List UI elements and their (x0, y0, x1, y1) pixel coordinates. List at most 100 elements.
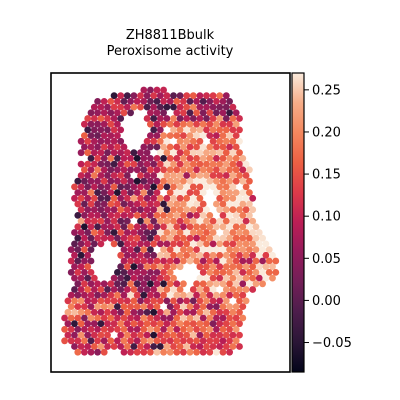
spot (189, 286, 197, 293)
spot (137, 217, 144, 225)
spot (216, 331, 224, 339)
spot (104, 286, 111, 293)
spot (123, 92, 131, 100)
spot (140, 348, 148, 356)
spot (203, 217, 210, 225)
spot (173, 348, 181, 356)
spot (232, 200, 240, 208)
spot (143, 263, 151, 271)
spot (163, 217, 171, 225)
spot (84, 206, 92, 214)
spot (206, 166, 214, 174)
spot (183, 183, 191, 191)
spot (147, 143, 154, 151)
spot (226, 132, 234, 140)
spot (199, 212, 207, 219)
spot (67, 314, 75, 322)
spot (229, 103, 237, 111)
spot (229, 183, 237, 191)
spot (170, 274, 177, 282)
spot (196, 172, 204, 179)
spot (104, 126, 111, 134)
spot (104, 160, 111, 168)
spot (61, 314, 68, 322)
spot (176, 160, 184, 168)
spot (213, 132, 220, 140)
spot (81, 189, 88, 197)
spot (143, 274, 151, 282)
spot (183, 251, 191, 259)
spot (130, 263, 138, 271)
spot (87, 177, 95, 185)
spot (173, 246, 181, 254)
spot (199, 98, 207, 105)
spot (170, 251, 177, 259)
spot (189, 194, 197, 202)
spot (242, 160, 250, 168)
spot (219, 120, 227, 128)
spot (236, 126, 243, 134)
spot (176, 183, 184, 191)
spot (87, 155, 95, 162)
spot (90, 160, 98, 168)
spot (209, 286, 217, 293)
spot (232, 257, 240, 265)
spot (153, 337, 161, 345)
spot (87, 326, 95, 333)
spot (173, 326, 181, 333)
spot (104, 297, 111, 305)
spot (153, 177, 161, 185)
spot (222, 217, 230, 225)
spot (130, 160, 138, 168)
spot (173, 314, 181, 322)
spot (219, 280, 227, 288)
spot (87, 234, 95, 242)
spot (160, 132, 168, 140)
spot (120, 223, 128, 231)
spot (180, 132, 187, 140)
spot (147, 348, 154, 356)
spot (196, 297, 204, 305)
spot (140, 200, 148, 208)
spot (127, 246, 134, 254)
spot (127, 177, 134, 185)
spot (222, 320, 230, 328)
spot (239, 189, 247, 197)
spot (229, 274, 237, 282)
spot (153, 303, 161, 310)
spot (160, 280, 168, 288)
spot (90, 115, 98, 122)
spot (180, 120, 187, 128)
spot (123, 274, 131, 282)
spot (216, 126, 224, 134)
spot (77, 320, 85, 328)
chart-title: ZH8811Bbulk (126, 28, 215, 43)
spot (180, 291, 187, 299)
colorbar-tick-label: 0.15 (312, 168, 341, 183)
spot (130, 103, 138, 111)
spot (199, 223, 207, 231)
spot (170, 194, 177, 202)
spot (193, 280, 201, 288)
spot (153, 291, 161, 299)
spot (219, 143, 227, 151)
spot (114, 109, 121, 117)
spot (64, 320, 72, 328)
spot (133, 166, 141, 174)
spot (229, 229, 237, 236)
spot (130, 297, 138, 305)
spot (166, 155, 174, 162)
spot (216, 297, 224, 305)
spot (110, 149, 118, 157)
spot (193, 109, 201, 117)
spot (246, 200, 253, 208)
spot (143, 286, 151, 293)
spot (150, 206, 158, 214)
spot (117, 206, 125, 214)
spot (107, 303, 115, 310)
spot (213, 326, 220, 333)
spot (242, 240, 250, 248)
spot (213, 303, 220, 310)
spot (173, 177, 181, 185)
spot (87, 280, 95, 288)
